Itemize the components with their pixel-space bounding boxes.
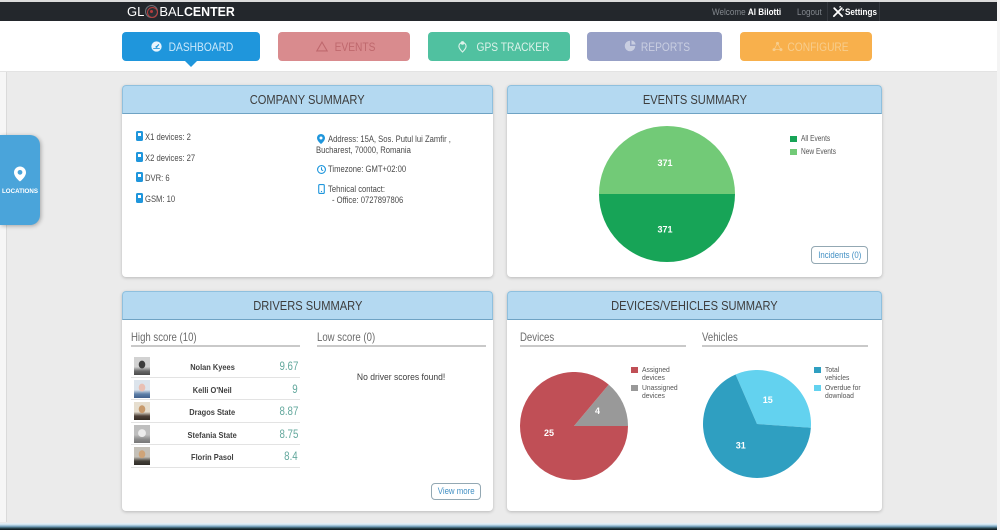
svg-text:371: 371	[657, 225, 672, 235]
svg-text:31: 31	[736, 441, 746, 451]
svg-text:4: 4	[595, 406, 600, 416]
svg-text:25: 25	[544, 428, 554, 438]
svg-text:371: 371	[657, 158, 672, 168]
svg-text:15: 15	[763, 395, 773, 405]
